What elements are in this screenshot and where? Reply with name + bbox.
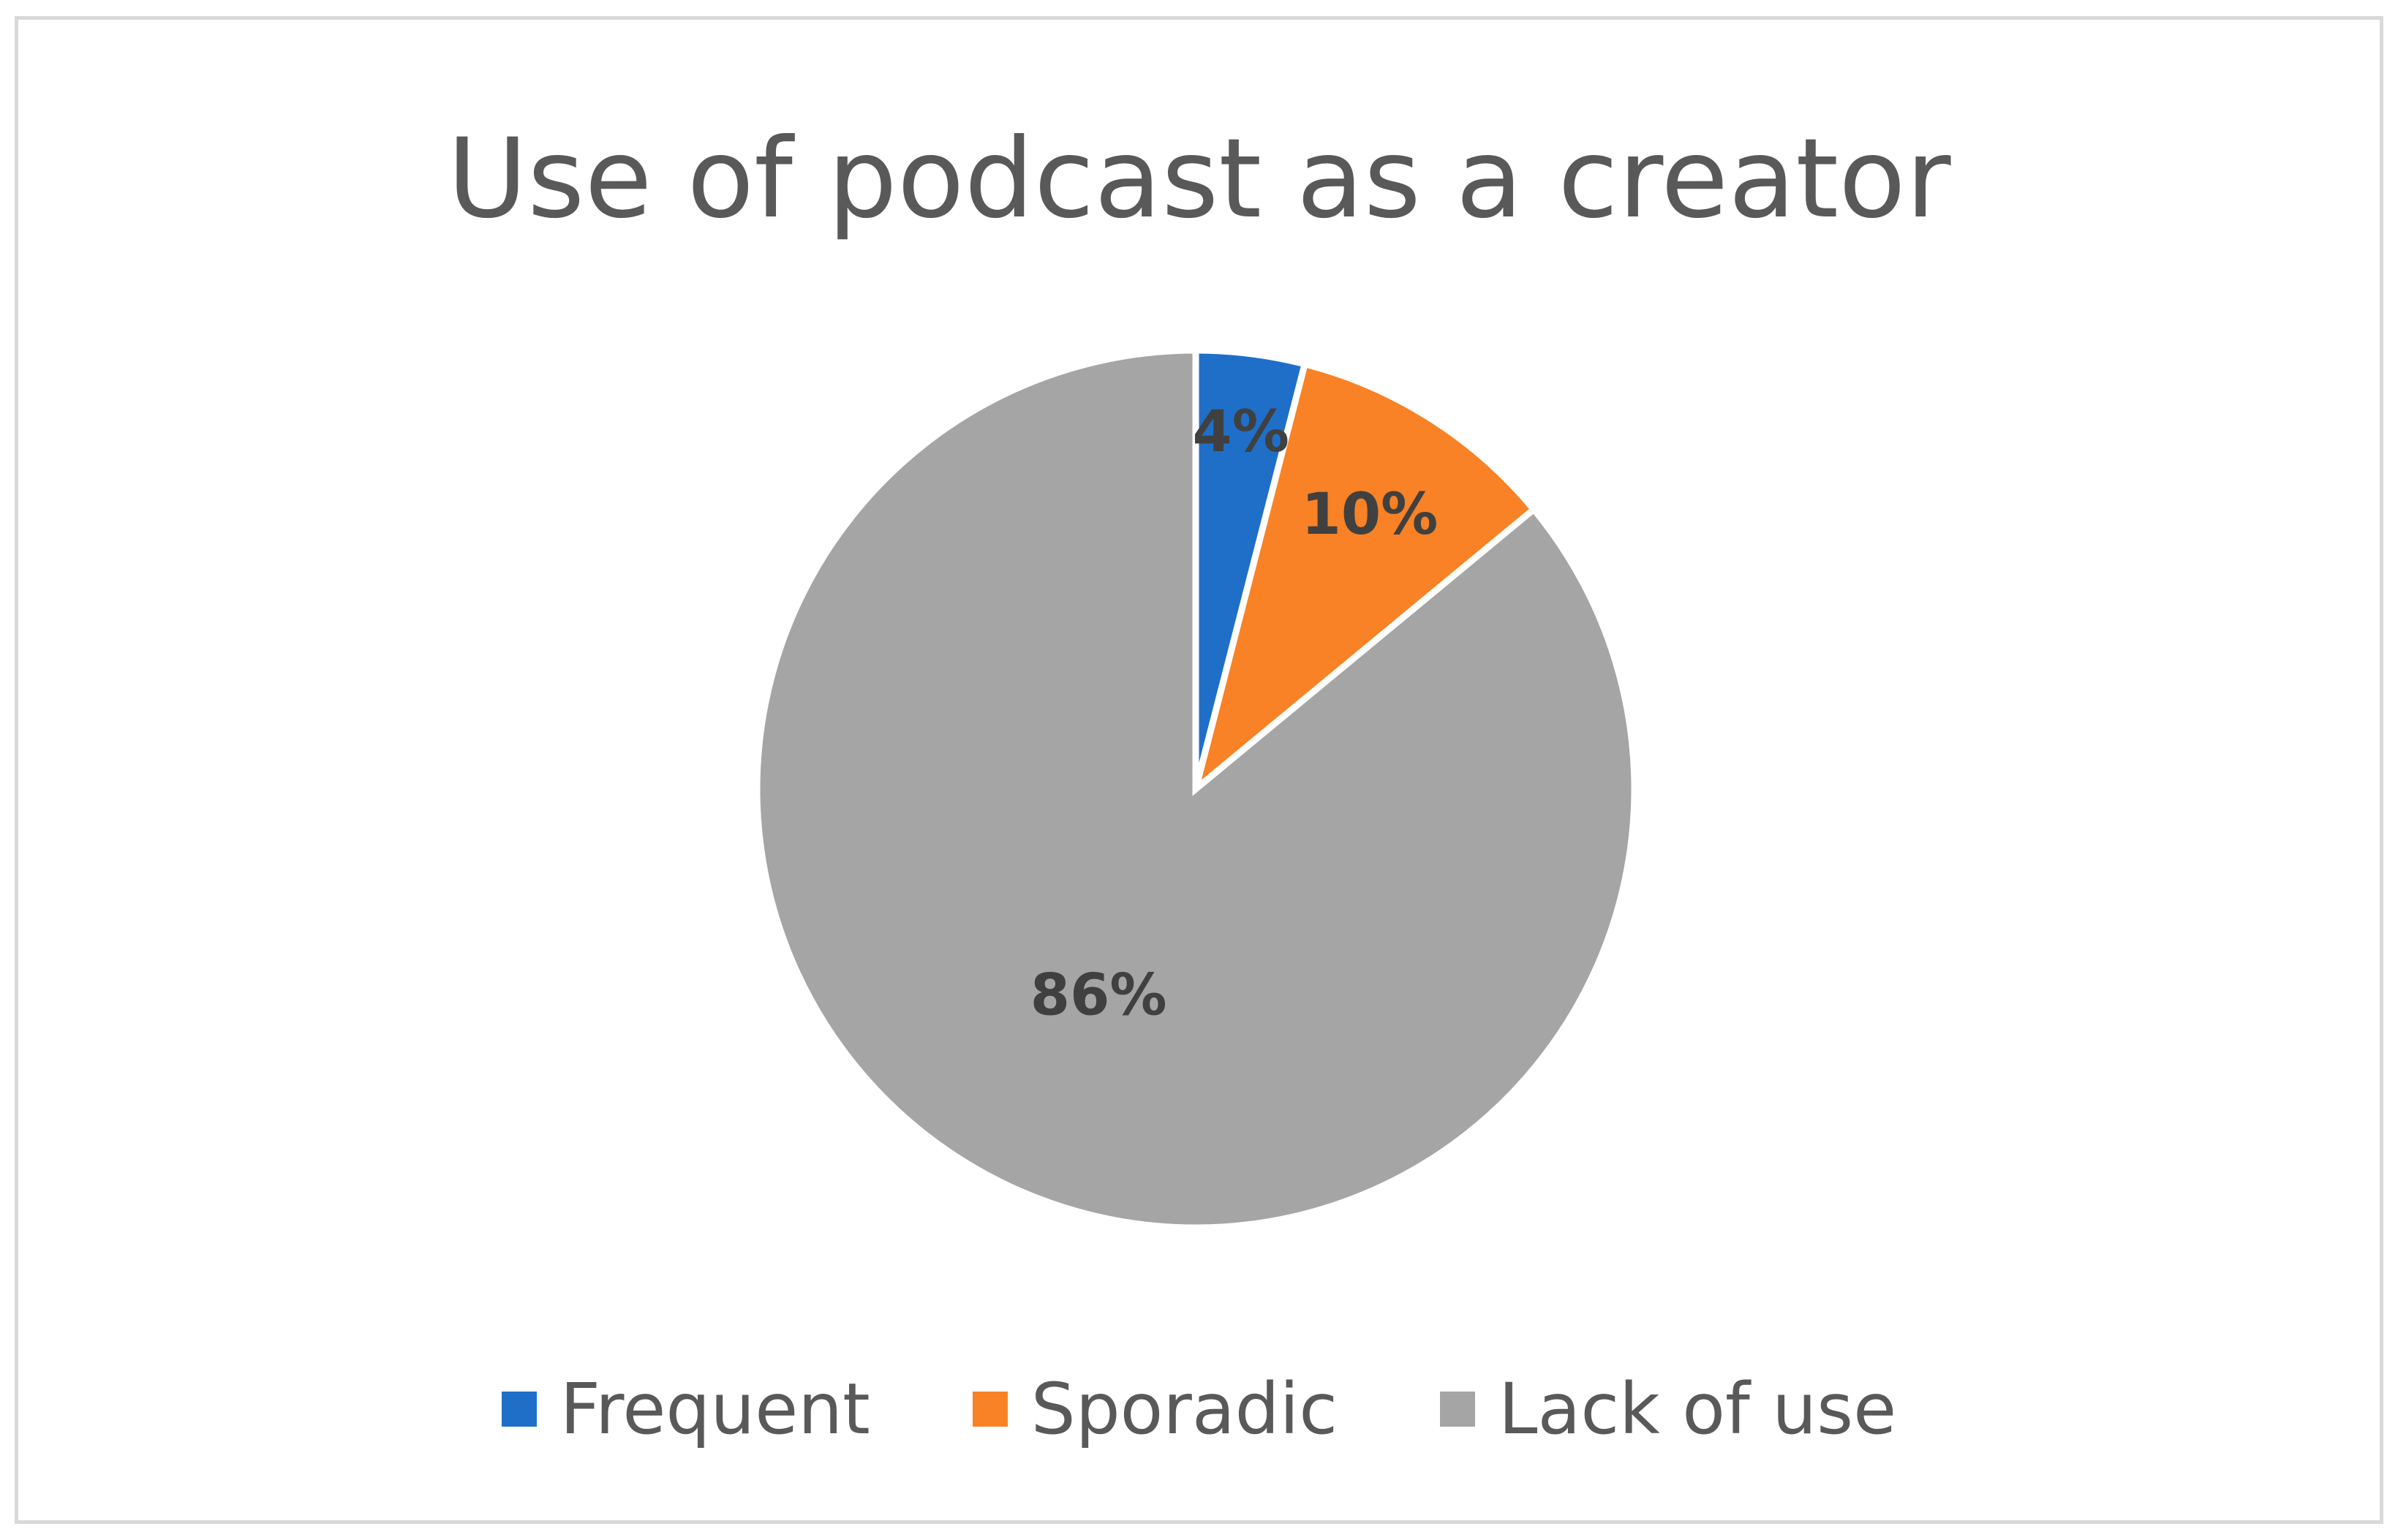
legend-swatch-frequent: [501, 1392, 537, 1427]
data-label-frequent: 4%: [1192, 399, 1289, 465]
legend-label-frequent: Frequent: [559, 1368, 870, 1450]
legend-item-lack-of-use: Lack of use: [1440, 1368, 1896, 1450]
pie-chart: 4%10% 86%: [753, 347, 1638, 1231]
chart-legend: Frequent Sporadic Lack of use: [18, 1358, 2380, 1460]
legend-swatch-lack-of-use: [1440, 1392, 1476, 1427]
data-label-lack-of-use: 86%: [1030, 962, 1167, 1028]
chart-title: Use of podcast as a creator: [447, 116, 1951, 243]
pie-slice-sporadic: [1190, 360, 1539, 799]
legend-item-sporadic: Sporadic: [972, 1368, 1338, 1450]
legend-swatch-sporadic: [972, 1392, 1008, 1427]
legend-item-frequent: Frequent: [501, 1368, 870, 1450]
legend-label-lack-of-use: Lack of use: [1498, 1368, 1897, 1450]
data-label-sporadic: 10%: [1302, 482, 1439, 548]
legend-label-sporadic: Sporadic: [1030, 1368, 1338, 1450]
pie-slice-lack-of-use: [753, 347, 1638, 1231]
chart-frame: Use of podcast as a creator 4% 10% 86% Fre…: [15, 16, 2383, 1524]
